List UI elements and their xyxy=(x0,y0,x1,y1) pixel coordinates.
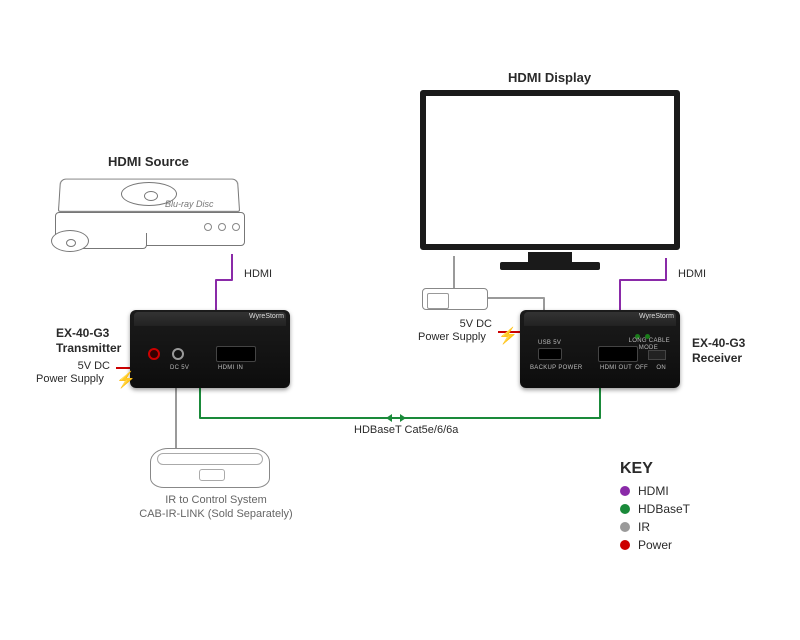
legend: KEY HDMI HDBaseT IR Power xyxy=(620,460,690,556)
rx-hdmi-port-icon xyxy=(598,346,638,362)
rx-switch-icon xyxy=(648,350,666,360)
legend-dot xyxy=(620,540,630,550)
tx-hdmi-label: HDMI IN xyxy=(218,365,243,371)
psu-right-l1: 5V DC xyxy=(440,318,492,330)
psu-left-l1: 5V DC xyxy=(58,360,110,372)
tx-role: Transmitter xyxy=(56,341,121,355)
hdmi-left-label: HDMI xyxy=(244,268,272,280)
rx-mode-label: LONG CABLE xyxy=(629,338,670,344)
legend-row: HDBaseT xyxy=(620,502,690,516)
hdmi-display-label: HDMI Display xyxy=(508,70,591,85)
rx-usb-port-icon xyxy=(538,348,562,360)
hdbaset-label: HDBaseT Cat5e/6/6a xyxy=(354,424,458,436)
legend-row: IR xyxy=(620,520,690,534)
tx-ir-jack-icon xyxy=(148,348,160,360)
rx-brand: WyreStorm xyxy=(639,313,674,321)
diagram-stage: HDMI Source Blu-ray Disc HDMI HDMI Displ… xyxy=(0,0,800,640)
tv-icon xyxy=(420,90,680,280)
hdbaset-link-arrows xyxy=(386,414,406,422)
legend-dot xyxy=(620,504,630,514)
legend-label: HDMI xyxy=(638,484,669,498)
legend-row: Power xyxy=(620,538,690,552)
bolt-icon-right: ⚡ xyxy=(498,326,518,346)
tx-dc-port-icon xyxy=(172,348,184,360)
receiver-box: WyreStorm USB 5V BACKUP POWER HDMI OUT L… xyxy=(520,310,680,388)
ir-blaster-icon xyxy=(422,288,488,310)
bluray-player-icon: Blu-ray Disc xyxy=(55,178,250,256)
psu-left-l2: Power Supply xyxy=(36,373,104,385)
bolt-icon-left: ⚡ xyxy=(116,370,136,390)
tx-dc-label: DC 5V xyxy=(170,365,189,371)
hdmi-right-label: HDMI xyxy=(678,268,706,280)
ir-control-box-icon xyxy=(150,448,270,488)
psu-right-l2: Power Supply xyxy=(418,331,486,343)
legend-label: HDBaseT xyxy=(638,502,690,516)
legend-row: HDMI xyxy=(620,484,690,498)
rx-usb-label-t: USB 5V xyxy=(538,340,561,346)
transmitter-box: WyreStorm DC 5V HDMI IN xyxy=(130,310,290,388)
rx-mode-label2: MODE xyxy=(639,345,658,351)
hdbaset-link xyxy=(200,388,600,418)
bluray-brand-text: Blu-ray Disc xyxy=(165,199,214,209)
ir-label-2: CAB-IR-LINK (Sold Separately) xyxy=(136,508,296,520)
rx-off-label: OFF xyxy=(635,365,648,371)
tx-name: EX-40-G3 xyxy=(56,326,109,340)
legend-dot xyxy=(620,522,630,532)
legend-title: KEY xyxy=(620,460,690,478)
rx-role: Receiver xyxy=(692,351,742,365)
rx-usb-label-b: BACKUP POWER xyxy=(530,365,583,371)
hdmi-source-label: HDMI Source xyxy=(108,154,189,169)
hdmi-source-to-tx xyxy=(216,254,232,310)
tx-hdmi-port-icon xyxy=(216,346,256,362)
rx-name: EX-40-G3 xyxy=(692,336,745,350)
rx-on-label: ON xyxy=(656,365,666,371)
rx-hdmi-label: HDMI OUT xyxy=(600,365,632,371)
legend-dot xyxy=(620,486,630,496)
legend-label: IR xyxy=(638,520,650,534)
ir-label-1: IR to Control System xyxy=(156,494,276,506)
tx-brand: WyreStorm xyxy=(249,313,284,321)
legend-label: Power xyxy=(638,538,672,552)
